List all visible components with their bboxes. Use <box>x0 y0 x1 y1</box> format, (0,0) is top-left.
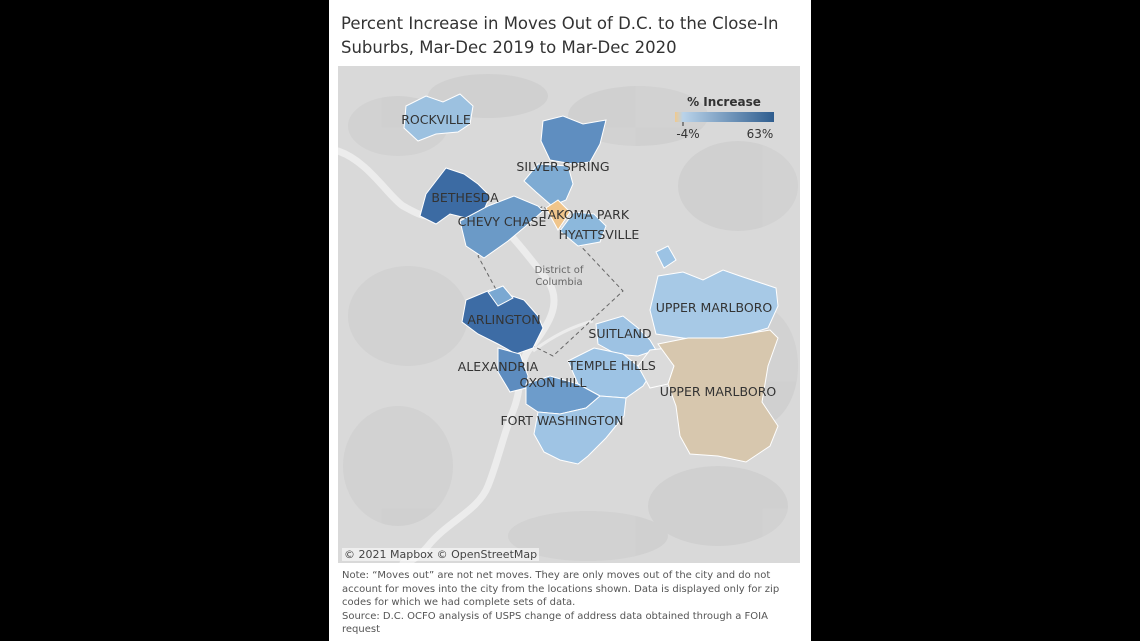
place-labels: ROCKVILLE SILVER SPRING BETHESDA TAKOMA … <box>401 112 776 428</box>
place-label-alexandria: ALEXANDRIA <box>458 359 539 374</box>
legend-gradient-bar <box>675 112 774 122</box>
place-label-upper-marlboro-2: UPPER MARLBORO <box>660 384 777 399</box>
note-text: Note: “Moves out” are not net moves. The… <box>342 570 780 608</box>
place-label-arlington: ARLINGTON <box>467 312 540 327</box>
legend-min-label: -4% <box>676 127 699 141</box>
dc-label-line2: Columbia <box>535 277 582 288</box>
place-label-fort-washington: FORT WASHINGTON <box>500 413 623 428</box>
place-label-bethesda: BETHESDA <box>431 190 499 205</box>
footnote: Note: “Moves out” are not net moves. The… <box>342 569 804 637</box>
map[interactable]: District of Columbia ROCKVILLE SILVER SP… <box>338 66 800 563</box>
anacostia-river <box>532 319 594 353</box>
region-arlington-north[interactable] <box>487 285 514 307</box>
place-label-rockville: ROCKVILLE <box>401 112 471 127</box>
chart-title: Percent Increase in Moves Out of D.C. to… <box>341 14 779 57</box>
zip-regions <box>403 93 779 465</box>
place-label-silver-spring: SILVER SPRING <box>516 159 609 174</box>
legend-title: % Increase <box>687 95 761 109</box>
region-fort-washington[interactable] <box>533 395 627 465</box>
region-takoma-park[interactable] <box>545 199 571 231</box>
place-label-takoma-park: TAKOMA PARK <box>540 207 630 222</box>
place-label-temple-hills: TEMPLE HILLS <box>567 358 656 373</box>
map-canvas: District of Columbia ROCKVILLE SILVER SP… <box>338 66 800 563</box>
place-label-oxon-hill: OXON HILL <box>520 375 587 390</box>
region-silver-spring-north[interactable] <box>540 115 607 165</box>
place-label-hyattsville: HYATTSVILLE <box>559 227 640 242</box>
legend-max-label: 63% <box>747 127 774 141</box>
region-hyattsville[interactable] <box>559 211 607 247</box>
chart-panel: Percent Increase in Moves Out of D.C. to… <box>329 0 811 641</box>
region-rockville[interactable] <box>403 93 474 142</box>
source-text: Source: D.C. OCFO analysis of USPS chang… <box>342 610 768 636</box>
region-upper-marlboro-blue[interactable] <box>649 269 779 342</box>
place-label-chevy-chase: CHEVY CHASE <box>458 214 547 229</box>
map-attribution[interactable]: © 2021 Mapbox © OpenStreetMap <box>342 548 540 561</box>
dc-boundary <box>477 205 624 357</box>
dc-label-line1: District of <box>535 265 584 276</box>
region-upper-marlboro-tan[interactable] <box>657 329 779 463</box>
legend: % Increase -4% 63% <box>675 95 774 141</box>
region-chevy-chase[interactable] <box>459 195 544 259</box>
region-ne-patch[interactable] <box>655 245 677 269</box>
place-label-upper-marlboro-1: UPPER MARLBORO <box>656 300 773 315</box>
place-label-suitland: SUITLAND <box>588 326 651 341</box>
